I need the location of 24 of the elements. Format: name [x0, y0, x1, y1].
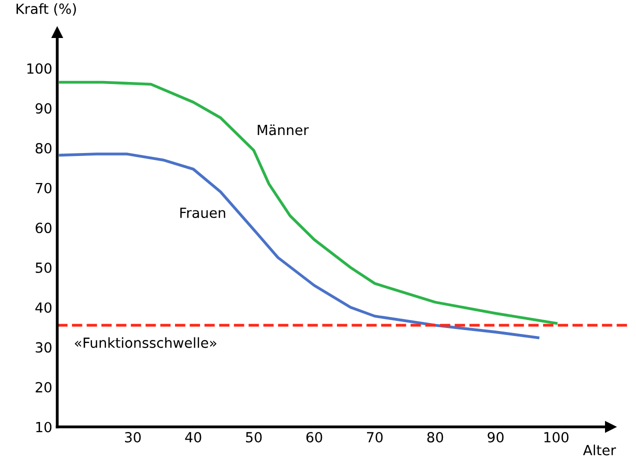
x-axis-title: Alter: [583, 444, 616, 456]
y-tick-label: 70: [36, 182, 52, 194]
y-tick-label: 80: [36, 142, 52, 154]
y-tick-label: 100: [27, 63, 52, 74]
ref-line-label: «Funktionsschwelle»: [74, 337, 216, 348]
x-tick-label: 40: [185, 432, 202, 442]
y-tick-label: 40: [35, 302, 52, 313]
y-tick-label: 10: [36, 422, 52, 432]
x-tick-label: 100: [544, 432, 568, 442]
x-tick-label: 80: [427, 432, 444, 442]
x-tick-label: 90: [488, 432, 504, 442]
x-tick-label: 30: [125, 432, 141, 442]
x-tick-label: 70: [367, 432, 383, 442]
y-tick-label: 20: [36, 382, 52, 393]
series-label: Frauen: [180, 208, 226, 218]
x-tick-label: 60: [306, 432, 322, 442]
series-label: Männer: [258, 124, 309, 136]
y-tick-label: 30: [36, 342, 52, 353]
x-tick-label: 50: [246, 432, 262, 442]
y-axis-title: Kraft (%): [16, 3, 76, 16]
line-series: [58, 80, 558, 325]
y-tick-label: 50: [36, 262, 52, 273]
y-tick-label: 90: [36, 103, 52, 114]
y-tick-label: 60: [36, 222, 52, 234]
